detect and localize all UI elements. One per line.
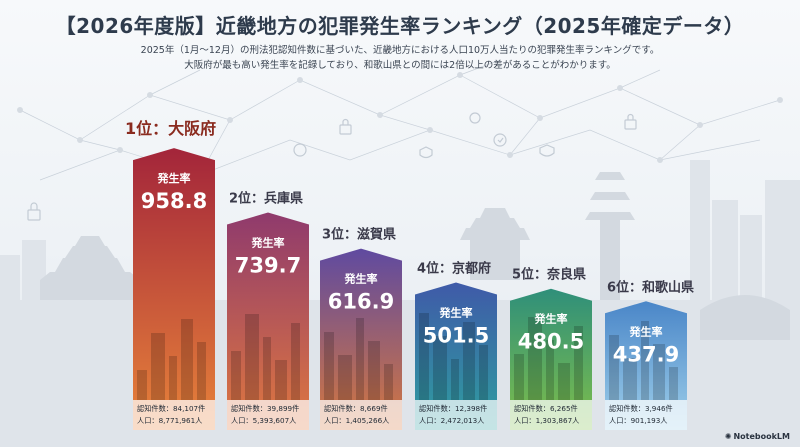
stat-case-count-3: 認知件数：8,669件 — [324, 404, 388, 413]
notebooklm-logo-icon: ✺ — [724, 432, 732, 441]
stat-case-count-5: 認知件数：6,265件 — [514, 404, 578, 413]
stat-case-count-4: 認知件数：12,398件 — [419, 404, 488, 413]
stat-population-1: 人口：8,771,961人 — [137, 416, 203, 425]
value-caption-5: 発生率 — [534, 312, 568, 326]
category-label-2: 2位：兵庫県 — [229, 191, 303, 207]
bar-3 — [320, 248, 402, 430]
stat-panel-2 — [227, 400, 309, 430]
stat-population-2: 人口：5,393,607人 — [231, 416, 297, 425]
data-label-6: 437.9 — [613, 342, 679, 366]
data-label-2: 739.7 — [235, 254, 301, 278]
bar-1 — [133, 148, 215, 430]
data-label-4: 501.5 — [423, 324, 489, 348]
category-label-3: 3位：滋賀県 — [322, 227, 396, 243]
category-label-6: 6位：和歌山県 — [607, 279, 694, 295]
stat-population-6: 人口：901,193人 — [609, 416, 668, 425]
value-caption-1: 発生率 — [157, 171, 191, 185]
stat-panel-1 — [133, 400, 215, 430]
subtitle-line-1: 2025年（1月〜12月）の刑法犯認知件数に基づいた、近畿地方における人口10万… — [140, 45, 660, 56]
value-caption-3: 発生率 — [344, 272, 378, 286]
stat-panel-3 — [320, 400, 402, 430]
stat-population-3: 人口：1,405,266人 — [324, 416, 390, 425]
bar-5 — [510, 288, 592, 430]
stat-panel-4 — [415, 400, 497, 430]
stat-case-count-2: 認知件数：39,899件 — [231, 404, 300, 413]
stat-case-count-1: 認知件数：84,107件 — [137, 404, 206, 413]
stat-case-count-6: 認知件数：3,946件 — [609, 404, 673, 413]
bar-silhouette-2 — [231, 314, 300, 400]
subtitle-line-2: 大阪府が最も高い発生率を記録しており、和歌山県との間には2倍以上の差があることが… — [184, 60, 616, 71]
value-caption-2: 発生率 — [251, 236, 285, 250]
category-label-4: 4位：京都府 — [417, 261, 491, 277]
bar-6 — [605, 301, 687, 430]
brand-label: NotebookLM — [733, 432, 790, 441]
bar-2 — [227, 212, 309, 430]
category-label-5: 5位：奈良県 — [512, 267, 586, 283]
notebooklm-brand: ✺ NotebookLM — [725, 432, 790, 441]
bar-silhouette-6 — [609, 321, 678, 400]
bar-4 — [415, 282, 497, 430]
data-label-5: 480.5 — [518, 330, 584, 354]
stat-population-4: 人口：2,472,013人 — [419, 416, 485, 425]
stat-population-5: 人口：1,303,867人 — [514, 416, 580, 425]
value-caption-4: 発生率 — [439, 306, 473, 320]
data-label-1: 958.8 — [141, 189, 207, 213]
page-title: 【2026年度版】近畿地方の犯罪発生率ランキング（2025年確定データ） — [55, 14, 745, 38]
bar-silhouette-1 — [137, 319, 206, 400]
value-caption-6: 発生率 — [629, 324, 663, 338]
data-label-3: 616.9 — [328, 290, 394, 314]
bar-silhouette-3 — [324, 318, 393, 400]
stat-panel-6 — [605, 400, 687, 430]
bar-silhouette-5 — [514, 317, 583, 400]
stat-panel-5 — [510, 400, 592, 430]
bar-silhouette-4 — [419, 313, 488, 400]
category-label-1: 1位：大阪府 — [125, 119, 216, 138]
